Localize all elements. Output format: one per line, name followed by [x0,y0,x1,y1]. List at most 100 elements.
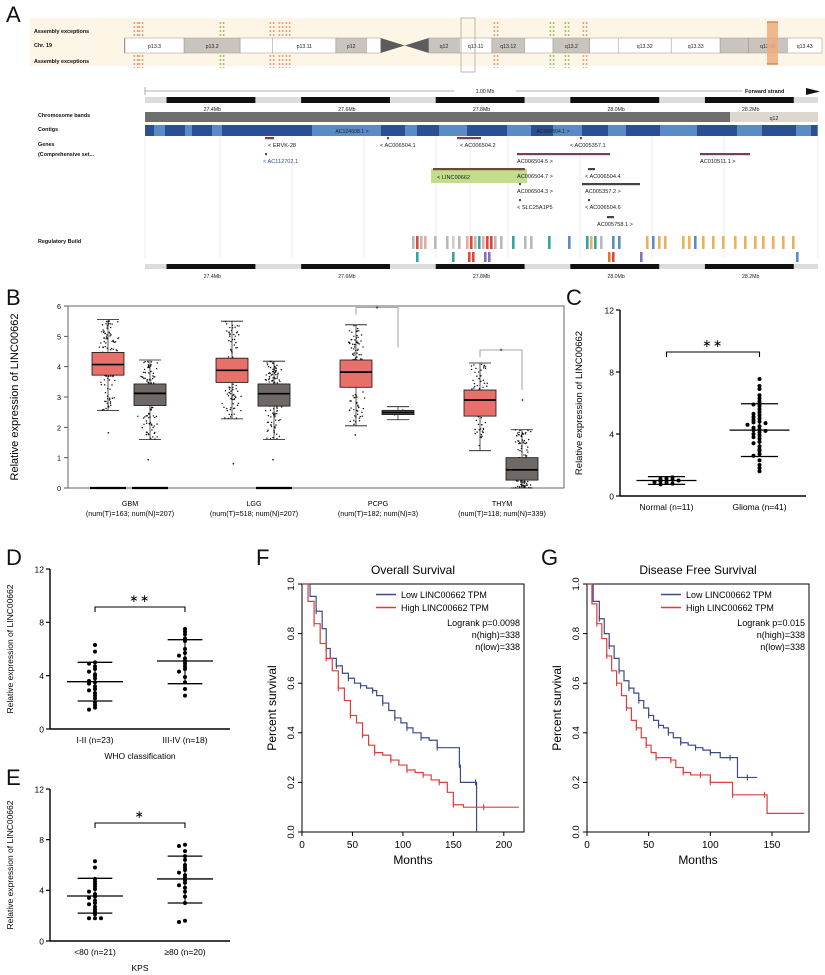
svg-text:(Comprehensive set...: (Comprehensive set... [38,152,95,158]
svg-text:Percent survival: Percent survival [265,665,279,750]
svg-text:0.6: 0.6 [286,677,297,690]
svg-text:100: 100 [395,840,412,851]
svg-text:Disease Free Survival: Disease Free Survival [639,563,756,577]
panel-letter-b: B [6,285,21,310]
svg-text:0.2: 0.2 [286,776,297,789]
svg-text:50: 50 [643,840,655,851]
svg-text:q12: q12 [770,116,779,122]
svg-text:6: 6 [57,302,61,311]
svg-text:0.8: 0.8 [286,627,297,640]
svg-text:(num(T)=118; num(N)=339): (num(T)=118; num(N)=339) [458,509,546,518]
svg-text:p12: p12 [347,44,356,50]
panel-letter-d: D [6,545,22,570]
svg-text:0.0: 0.0 [286,825,297,838]
svg-text:q13.12: q13.12 [500,44,516,50]
svg-text:*: * [500,346,503,355]
svg-text:4: 4 [609,429,614,439]
svg-text:THYM: THYM [492,499,512,508]
panel-f-km-curve: Overall Survival 0.0 0.2 0.4 0.6 0.8 1.0 0 50 100… [265,563,525,867]
svg-text:<80 (n=21): <80 (n=21) [74,947,116,957]
svg-text:0.0: 0.0 [571,825,582,838]
panel-letter-g: G [541,545,559,570]
svg-text:(num(T)=518; num(N)=207): (num(T)=518; num(N)=207) [210,509,298,518]
svg-text:0: 0 [609,491,614,501]
svg-text:1.0: 1.0 [571,577,582,590]
svg-text:(num(T)=163; num(N)=207): (num(T)=163; num(N)=207) [86,509,174,518]
svg-text:Genes: Genes [38,142,54,148]
svg-text:Assembly exceptions: Assembly exceptions [34,59,89,65]
svg-text:Logrank p=0.0098: Logrank p=0.0098 [447,618,520,628]
svg-text:27.8Mb: 27.8Mb [473,274,490,280]
svg-text:Normal (n=11): Normal (n=11) [640,502,694,512]
svg-text:8: 8 [609,367,614,377]
svg-text:q13.2: q13.2 [565,44,578,50]
panel-b-boxplot: 0 1 2 3 4 5 6 Relative expression of LINC00662 G… [9,302,565,518]
panel-c-scatter: 0 4 8 12 Relative expression of LINC00662 Nor… [574,305,806,512]
svg-text:1.00 Mb: 1.00 Mb [476,89,495,95]
svg-text:High LINC00662 TPM: High LINC00662 TPM [686,603,774,613]
svg-text:Chromosome bands: Chromosome bands [38,113,90,119]
panel-letter-c: C [566,285,582,310]
svg-text:Months: Months [393,853,432,867]
svg-text:WHO classification: WHO classification [104,751,176,761]
svg-text:AC005357.2 >: AC005357.2 > [585,189,621,195]
svg-text:n(low)=338: n(low)=338 [760,642,805,652]
svg-text:AC006504.3 >: AC006504.3 > [517,189,553,195]
svg-text:∗: ∗ [135,809,146,821]
svg-text:Assembly exceptions: Assembly exceptions [34,29,89,35]
svg-text:Relative expression of LINC006: Relative expression of LINC00662 [574,331,585,475]
svg-text:p13.11: p13.11 [297,44,313,50]
svg-text:Glioma (n=41): Glioma (n=41) [732,502,786,512]
svg-text:High LINC00662 TPM: High LINC00662 TPM [401,603,489,613]
svg-text:AC006504.1 >: AC006504.1 > [536,129,569,135]
svg-text:27.4Mb: 27.4Mb [204,107,221,113]
panel-g-km-curve: Disease Free Survival 0.0 0.2 0.4 0.6 0.8 1.0 0… [550,563,810,867]
svg-text:n(low)=338: n(low)=338 [475,642,520,652]
svg-text:q13.43: q13.43 [797,44,813,50]
svg-text:KPS: KPS [131,963,148,973]
svg-text:q12: q12 [440,44,449,50]
svg-text:n(high)=338: n(high)=338 [472,630,520,640]
svg-text:< AC112702.1: < AC112702.1 [263,159,298,165]
svg-text:Regulatory Build: Regulatory Build [38,239,81,245]
svg-text:150: 150 [445,840,462,851]
svg-text:0.2: 0.2 [571,776,582,789]
panel-letter-e: E [6,765,21,790]
svg-text:Relative expression of LINC006: Relative expression of LINC00662 [9,314,21,481]
svg-text:100: 100 [702,840,719,851]
svg-text:(num(T)=182; num(N)=3): (num(T)=182; num(N)=3) [338,509,418,518]
svg-text:8: 8 [39,618,44,628]
svg-text:≥80 (n=20): ≥80 (n=20) [164,947,205,957]
panel-a-genome-browser: Assembly exceptions Chr. 19 Assembly excep… [30,17,825,280]
svg-text:28.0Mb: 28.0Mb [607,274,624,280]
panel-letter-a: A [6,2,21,27]
svg-text:< SLC25A1P5: < SLC25A1P5 [517,205,553,211]
svg-text:Relative expression of LINC006: Relative expression of LINC00662 [5,584,15,713]
svg-text:0.4: 0.4 [571,726,582,739]
svg-text:q13.33: q13.33 [688,44,704,50]
svg-text:Months: Months [678,853,717,867]
svg-text:LGG: LGG [246,499,262,508]
svg-text:< ERVK-28: < ERVK-28 [268,143,296,149]
svg-text:p13.2: p13.2 [206,44,219,50]
svg-text:Relative expression of LINC006: Relative expression of LINC00662 [5,800,15,929]
svg-text:0.4: 0.4 [286,726,297,739]
svg-text:28.2Mb: 28.2Mb [742,107,759,113]
svg-text:3: 3 [57,393,61,402]
svg-text:< AC006504.1: < AC006504.1 [380,143,416,149]
svg-text:4: 4 [39,886,44,896]
svg-text:AC006504.7 >: AC006504.7 > [517,174,553,180]
svg-text:AC006504.5 >: AC006504.5 > [517,159,553,165]
svg-text:50: 50 [347,840,359,851]
svg-text:Low LINC00662 TPM: Low LINC00662 TPM [401,590,487,600]
svg-text:27.6Mb: 27.6Mb [338,274,355,280]
svg-text:q13.11: q13.11 [468,44,484,50]
svg-text:Chr. 19: Chr. 19 [34,43,52,49]
svg-text:p13.3: p13.3 [148,44,161,50]
svg-text:0: 0 [39,724,44,734]
svg-text:0: 0 [299,840,305,851]
svg-text:∗∗: ∗∗ [702,338,723,350]
svg-text:4: 4 [39,671,44,681]
svg-text:0: 0 [57,484,61,493]
svg-text:< AC006504.6: < AC006504.6 [585,205,621,211]
